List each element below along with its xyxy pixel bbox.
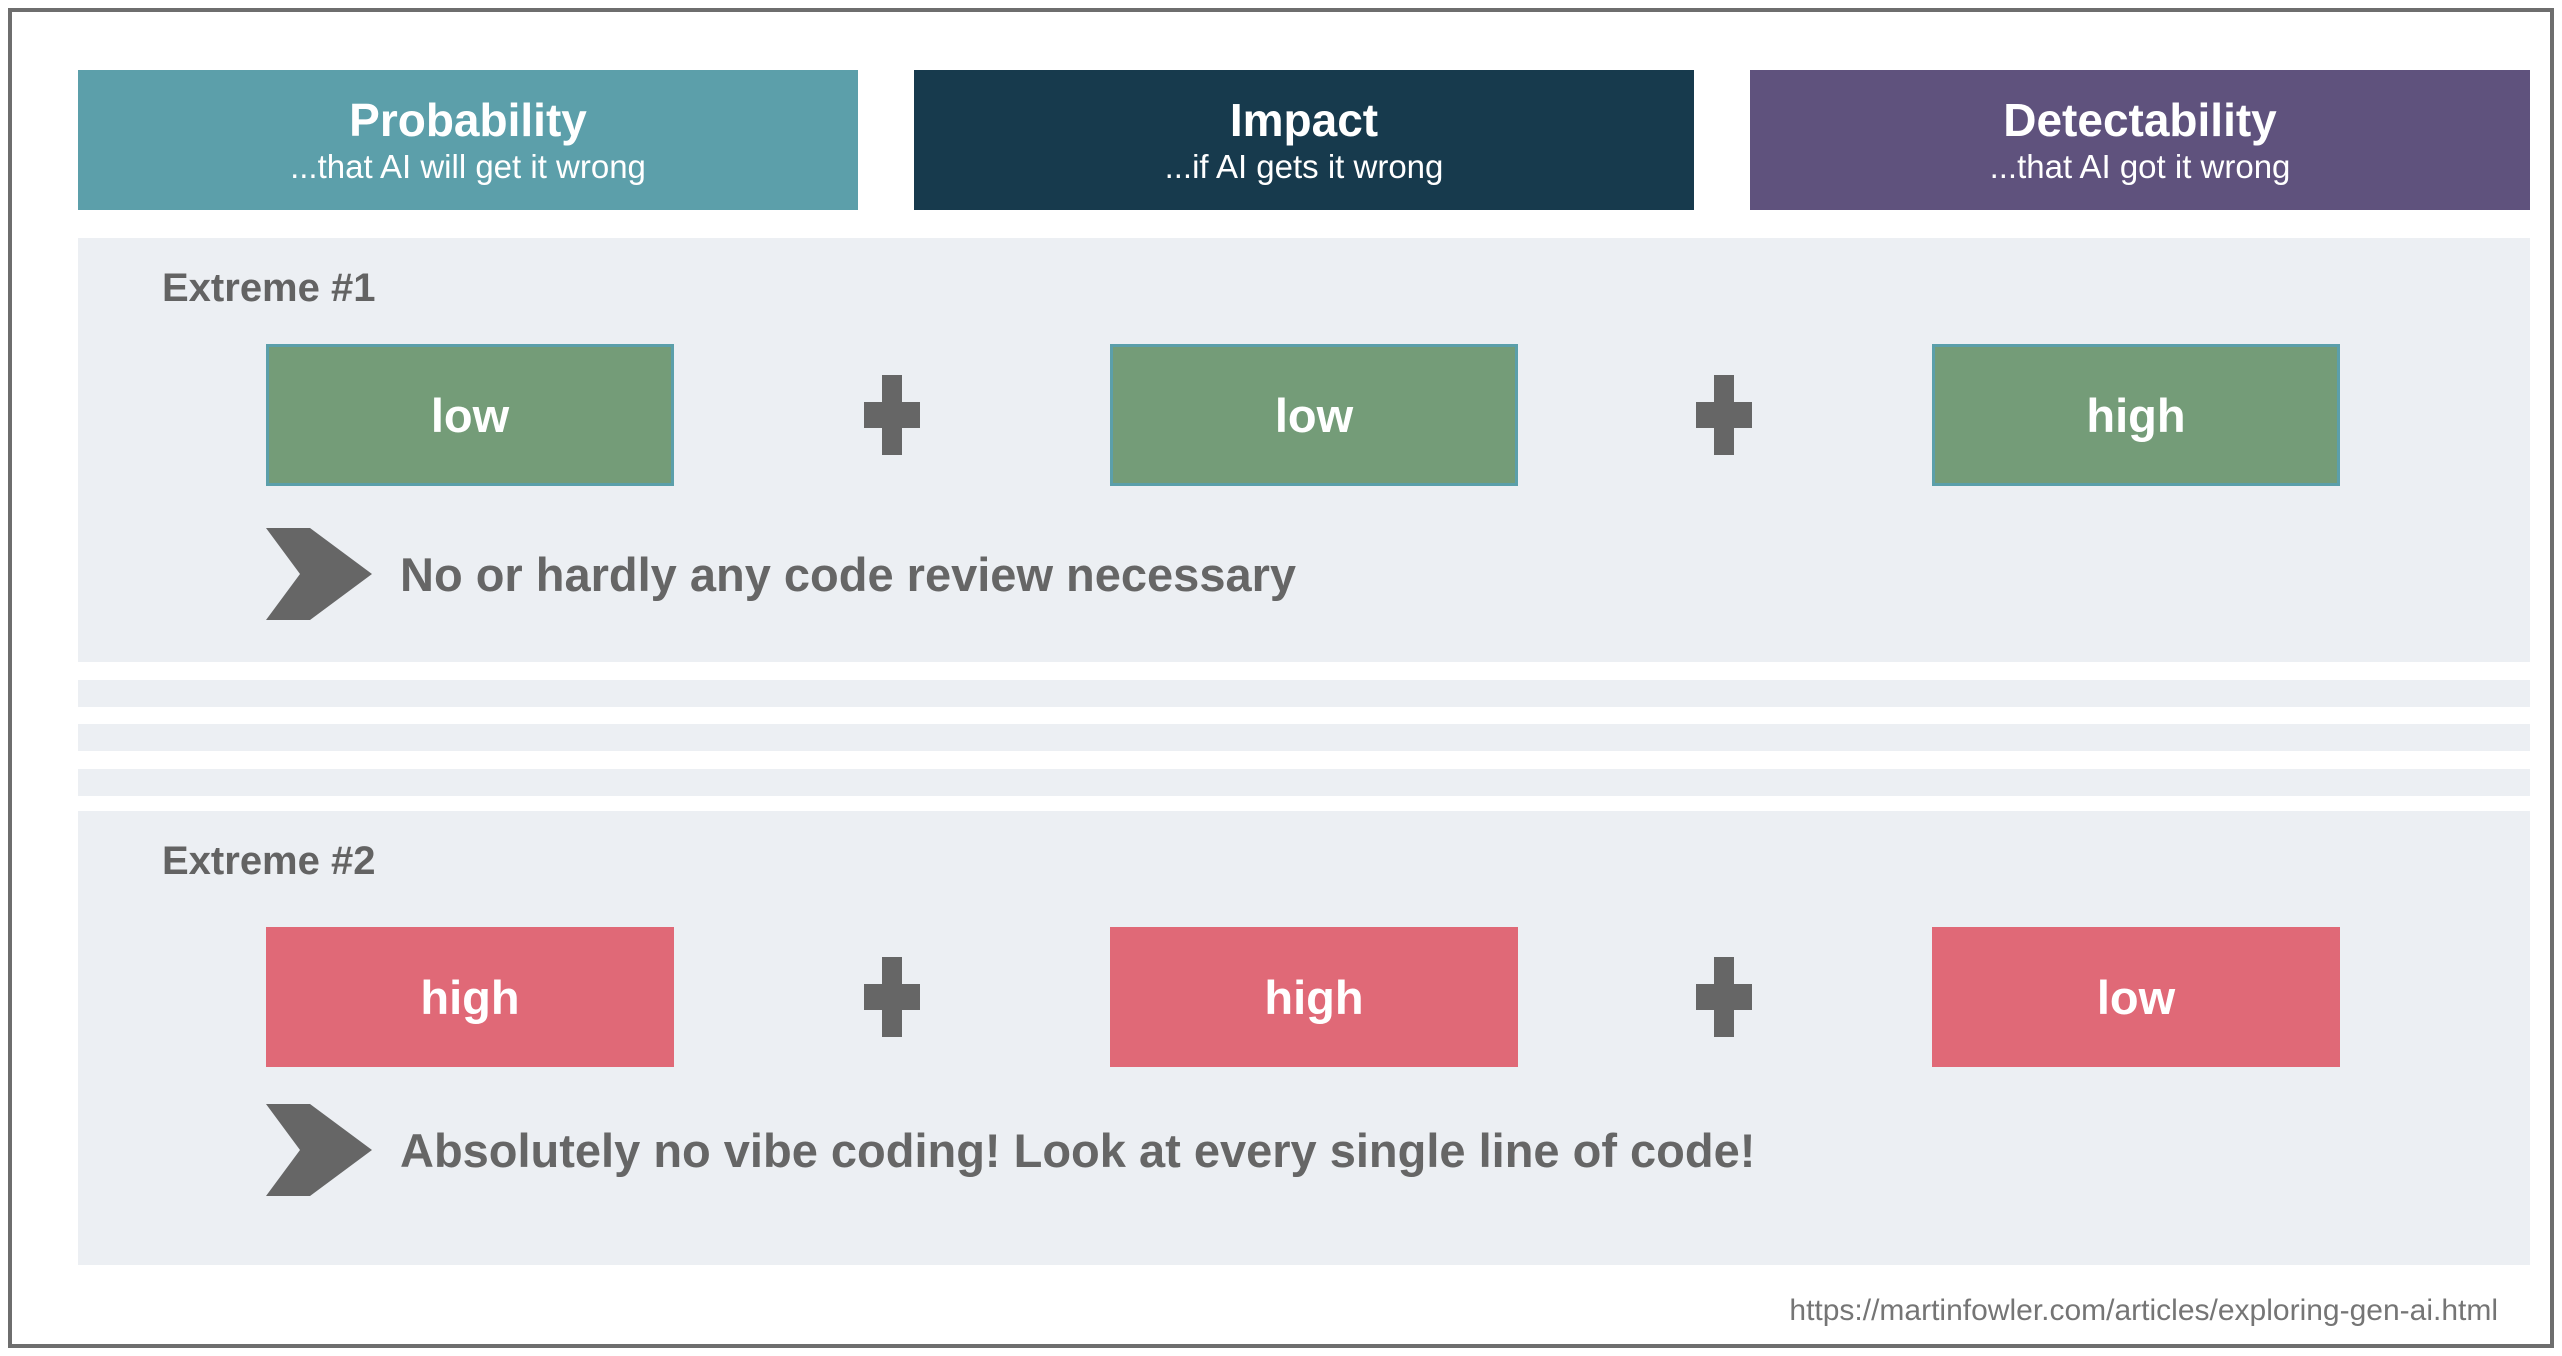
header-subtitle: ...if AI gets it wrong (1164, 147, 1444, 185)
conclusion-row: Absolutely no vibe coding! Look at every… (266, 1104, 1755, 1196)
extreme-2-label: Extreme #2 (162, 839, 376, 883)
column-headers: Probability ...that AI will get it wrong… (78, 70, 2530, 210)
header-subtitle: ...that AI got it wrong (1989, 147, 2291, 185)
plus-icon (864, 375, 920, 455)
column-header-probability: Probability ...that AI will get it wrong (78, 70, 858, 210)
detectability-value-box: high (1932, 344, 2340, 486)
header-title: Detectability (2003, 93, 2277, 146)
separator-stripe (78, 769, 2530, 796)
probability-value-box: high (266, 927, 674, 1067)
header-title: Impact (1229, 93, 1379, 146)
source-url: https://martinfowler.com/articles/explor… (1789, 1294, 2498, 1327)
conclusion-row: No or hardly any code review necessary (266, 528, 1296, 620)
extreme-2-section: Extreme #2 high high low Absolutely no v… (78, 811, 2530, 1265)
probability-value-box: low (266, 344, 674, 486)
chevron-right-icon (266, 1104, 372, 1196)
impact-value-box: low (1110, 344, 1518, 486)
detectability-value-box: low (1932, 927, 2340, 1067)
extreme-1-label: Extreme #1 (162, 266, 376, 310)
separator-stripe (78, 724, 2530, 751)
header-subtitle: ...that AI will get it wrong (290, 147, 646, 185)
conclusion-text: No or hardly any code review necessary (400, 547, 1297, 601)
chevron-right-icon (266, 528, 372, 620)
conclusion-text: Absolutely no vibe coding! Look at every… (400, 1123, 1756, 1177)
plus-icon (1696, 375, 1752, 455)
impact-value-box: high (1110, 927, 1518, 1067)
column-header-impact: Impact ...if AI gets it wrong (914, 70, 1694, 210)
header-title: Probability (349, 93, 587, 146)
extreme-1-section: Extreme #1 low low high No or hardly any… (78, 238, 2530, 662)
column-header-detectability: Detectability ...that AI got it wrong (1750, 70, 2530, 210)
separator-stripe (78, 680, 2530, 707)
plus-icon (1696, 957, 1752, 1037)
plus-icon (864, 957, 920, 1037)
diagram-frame: Probability ...that AI will get it wrong… (8, 8, 2554, 1348)
